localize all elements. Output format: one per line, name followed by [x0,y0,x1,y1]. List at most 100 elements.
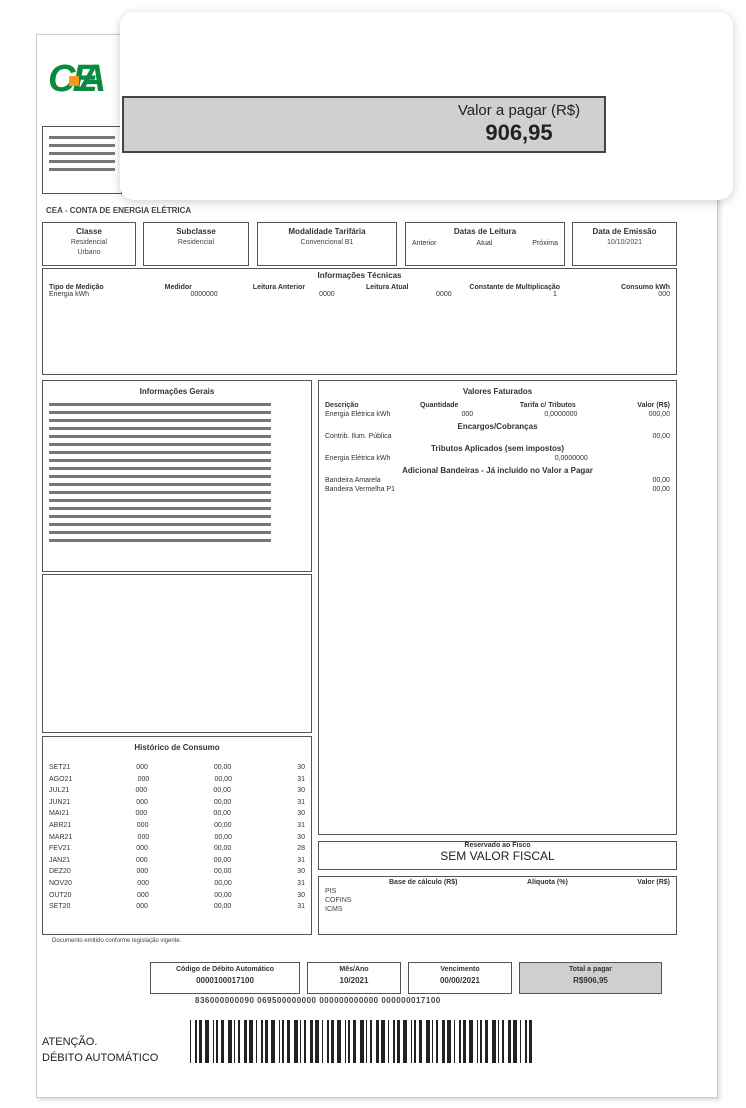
values-header: Descrição [325,402,359,409]
history-cell: 28 [297,845,305,853]
customer-box [42,126,122,194]
barcode-bar [366,1020,367,1063]
barcode-bar [300,1020,301,1063]
history-row: JUN21 000 00,00 31 [43,799,311,806]
barcode-bar [213,1020,214,1063]
history-cell: 00,00 [214,833,232,841]
tech-header: Medidor [164,284,192,291]
barcode-bar [271,1020,275,1063]
history-cell: 000 [137,833,150,841]
due-date-title: Vencimento [440,966,480,973]
reading-dates-title: Datas de Leitura [453,227,517,236]
class-title: Classe [76,227,102,236]
history-cell: ABR21 [49,821,72,829]
tech-header: Leitura Anterior [252,284,306,291]
consumption-history-box: Histórico de Consumo SET21 000 00,00 30 AGO2… [42,736,312,935]
history-cell: 31 [297,879,305,887]
barcode-bar [195,1020,197,1063]
debit-code-value: 0000100017100 [196,976,254,985]
barcode-bar [498,1020,499,1063]
barcode-bar [477,1020,478,1063]
history-cell: 00,00 [214,821,232,829]
history-cell: AGO21 [49,775,73,783]
values-cell: Bandeira Vermelha P1 [325,486,396,493]
barcode-bar [376,1020,379,1063]
footer-note: Documento emitido conforme legislação vi… [52,938,182,944]
total-box: Total a pagar R$906,95 [519,962,662,994]
barcode-bar [282,1020,284,1063]
history-cell: 000 [135,810,148,818]
tech-values: Energia kWh 0000000 0000 0000 1 000 [43,291,676,298]
barcode-bar [393,1020,395,1063]
barcode-bar [419,1020,422,1063]
history-cell: 30 [297,833,305,841]
barcode-bar [294,1020,298,1063]
tech-value: 1 [553,291,557,298]
tariff-box: Modalidade Tarifária Convencional B1 [257,222,397,266]
history-row: NOV20 000 00,00 31 [43,880,311,887]
barcode-bar [244,1020,247,1063]
history-cell: 00,00 [213,787,231,795]
history-cell: 31 [297,798,305,806]
reading-prev: Anterior [412,240,437,247]
barcode-bar [492,1020,496,1063]
values-row: Contrib. Ilum. Pública 00,00 [319,433,676,440]
values-cell: 00,00 [652,433,670,440]
history-title: Histórico de Consumo [134,743,220,752]
barcode-bar [228,1020,232,1063]
history-cell: 30 [297,868,305,876]
billed-values-title: Valores Faturados [462,387,533,396]
issue-date-box: Data de Emissão 10/10/2021 [572,222,677,266]
issue-date-value: 10/10/2021 [606,239,643,246]
history-row: AGO21 000 00,00 31 [43,776,311,783]
history-cell: 31 [297,903,305,911]
barcode-bar [454,1020,455,1063]
bill-title: CEA - CONTA DE ENERGIA ELÉTRICA [46,206,192,215]
history-cell: 000 [136,856,148,864]
barcode-bar [310,1020,313,1063]
history-cell: 30 [297,787,305,795]
barcode-bar [381,1020,385,1063]
history-cell: SET21 [49,764,71,771]
subclass-value: Residencial [177,239,215,246]
tariff-title: Modalidade Tarifária [288,227,366,236]
month-value: 10/2021 [339,976,369,985]
values-section-title: Encargos/Cobranças [457,422,538,431]
barcode-bar [426,1020,430,1063]
barcode-bar [397,1020,400,1063]
values-cell: 00,00 [652,477,670,484]
barcode-bar [360,1020,364,1063]
history-cell: 30 [297,891,305,899]
barcode-bar [520,1020,521,1063]
barcode-bar [322,1020,323,1063]
barcode-bar [331,1020,334,1063]
debit-code-title: Código de Débito Automático [175,966,275,973]
history-row: MAR21 000 00,00 30 [43,834,311,841]
fisco-box: Reservado ao Fisco SEM VALOR FISCAL [318,841,677,870]
history-cell: 000 [136,821,149,829]
technical-info-box: Informações Técnicas Tipo de Medição Medi… [42,268,677,375]
due-amount-card: Valor a pagar (R$) 906,95 [120,12,733,200]
barcode-bar [205,1020,209,1063]
attention-line-1: ATENÇÃO. [42,1036,98,1048]
tech-value: Energia kWh [49,291,90,298]
reading-next: Próxima [532,240,558,247]
barcode-bar [353,1020,356,1063]
tech-value: 0000 [436,291,452,298]
tech-headers: Tipo de Medição Medidor Leitura Anterior Le… [43,284,676,291]
tax-pis: PIS [325,888,337,895]
barcode-bar [315,1020,319,1063]
class-value: Residencial [70,239,108,246]
history-cell: JAN21 [49,856,71,864]
technical-info-title: Informações Técnicas [317,271,402,280]
barcode-bar [348,1020,350,1063]
debit-code-box: Código de Débito Automático 0000100017100 [150,962,300,994]
values-cell: Contrib. Ilum. Pública [325,433,392,440]
due-date-value: 00/00/2021 [439,976,481,985]
values-header: Tarifa c/ Tributos [519,402,576,409]
barcode-bar [463,1020,466,1063]
history-row: SET21 000 00,00 30 [43,764,311,771]
barcode-bar [265,1020,268,1063]
barcode-bar [502,1020,504,1063]
values-row: Bandeira Amarela 00,00 [319,477,676,484]
